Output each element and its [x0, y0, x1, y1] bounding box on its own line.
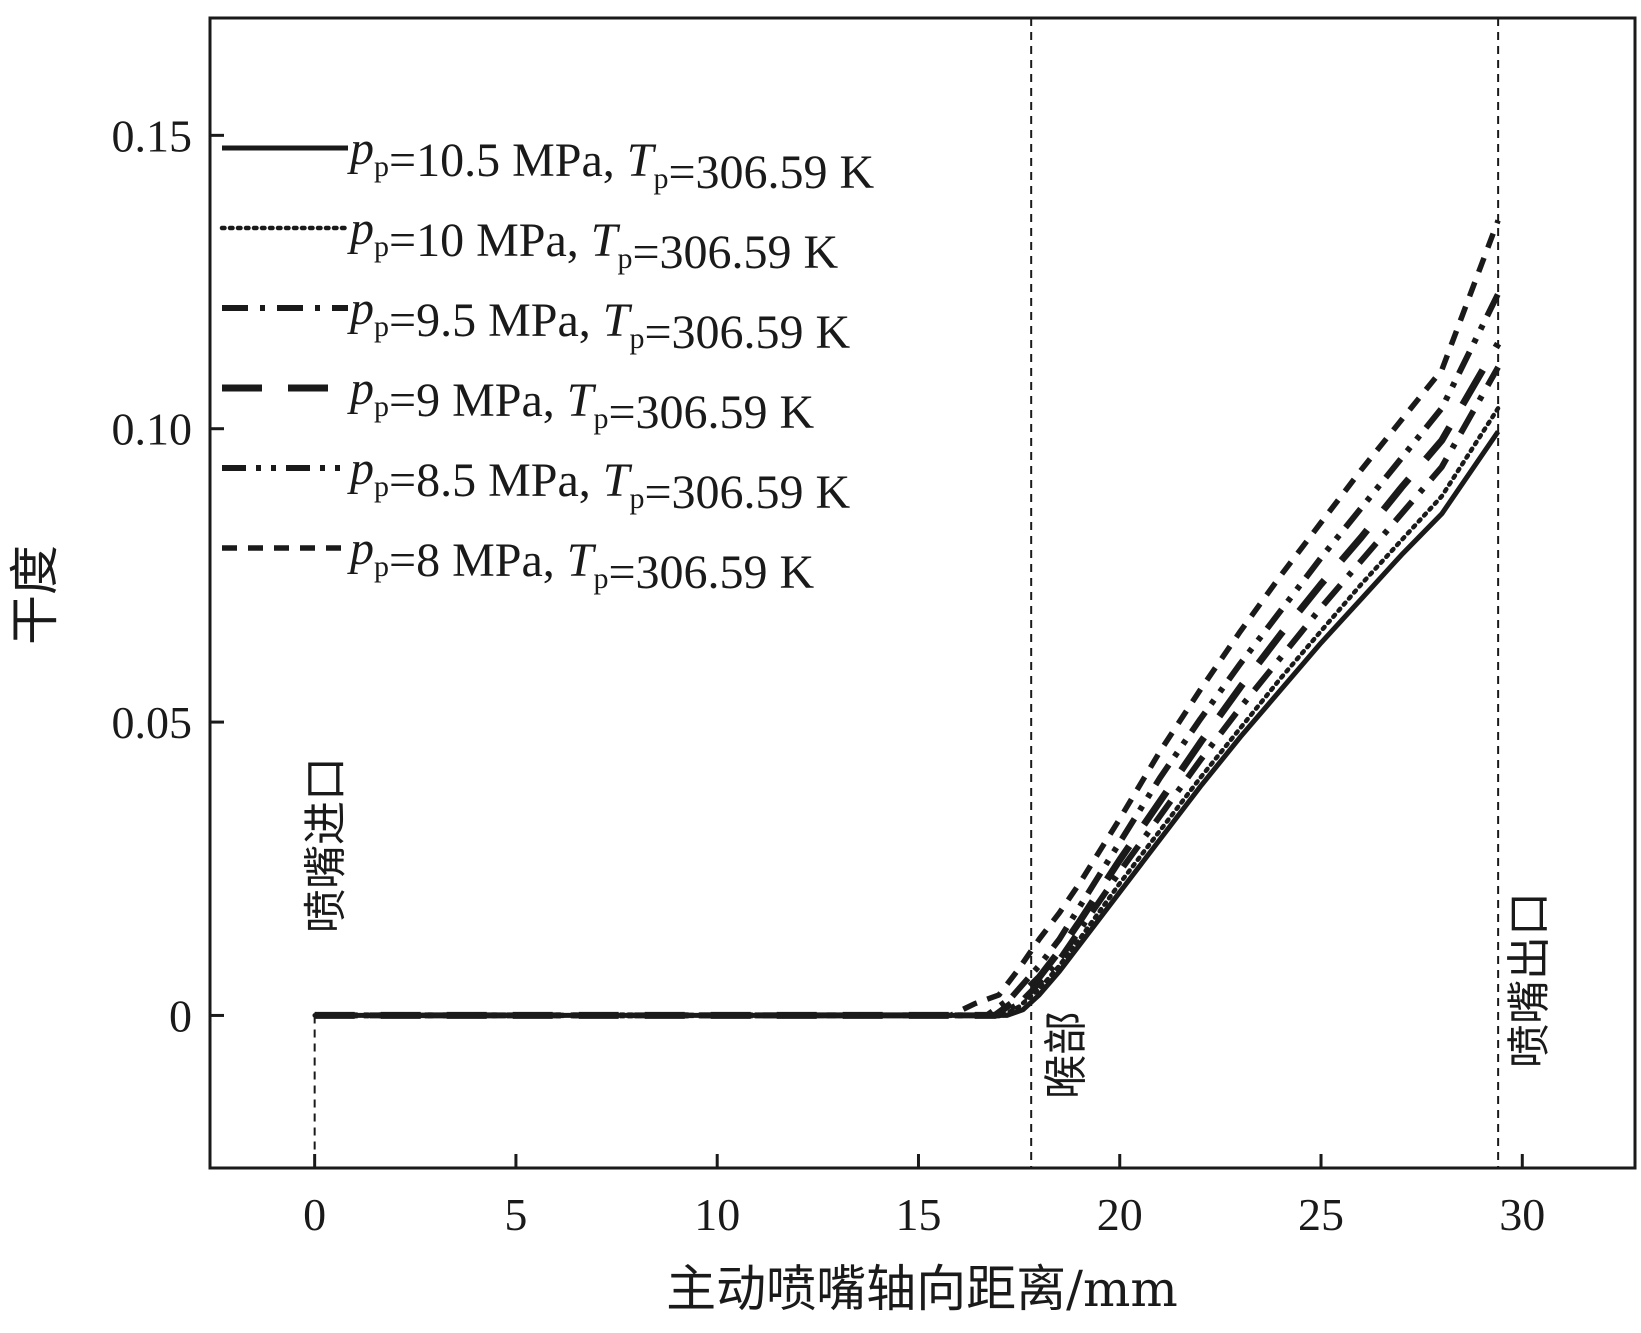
y-tick-label: 0.15	[112, 110, 193, 161]
x-tick-label: 10	[694, 1189, 740, 1240]
x-tick-label: 20	[1097, 1189, 1143, 1240]
series-line	[314, 219, 1501, 1019]
legend-entry-label: pp=10 MPa, Tp=306.59 K	[347, 202, 839, 279]
plot-frame	[208, 16, 1637, 1170]
y-tick-label: 0	[169, 990, 192, 1041]
y-tick-label: 0.10	[112, 404, 193, 455]
vertical-marker-label: 喉部	[1041, 1011, 1092, 1099]
series-layer	[312, 219, 1502, 1019]
x-tick-label: 30	[1499, 1189, 1545, 1240]
vertical-marker-label: 喷嘴出口	[1504, 892, 1555, 1068]
y-axis-ticks: 0 0.05 0.10 0.15	[112, 110, 224, 1041]
x-axis-title: 主动喷嘴轴向距离/mm	[666, 1260, 1178, 1318]
y-axis-title: 干度	[6, 545, 64, 645]
x-axis-ticks: 0 5 10 15 20 25 30	[303, 1154, 1545, 1240]
vertical-marker-label: 喷嘴进口	[301, 757, 352, 933]
x-tick-label: 15	[895, 1189, 941, 1240]
legend-entry-label: pp=8.5 MPa, Tp=306.59 K	[347, 442, 851, 519]
series-line	[314, 292, 1501, 1019]
series-line	[314, 430, 1501, 1018]
legend-entry-label: pp=8 MPa, Tp=306.59 K	[347, 522, 815, 599]
y-tick-label: 0.05	[112, 697, 193, 748]
legend-entry-label: pp=9.5 MPa, Tp=306.59 K	[347, 282, 851, 359]
legend: pp=10.5 MPa, Tp=306.59 Kpp=10 MPa, Tp=30…	[219, 122, 875, 599]
x-tick-label: 0	[303, 1189, 326, 1240]
x-tick-label: 5	[504, 1189, 527, 1240]
legend-entry-label: pp=10.5 MPa, Tp=306.59 K	[347, 122, 875, 199]
series-line	[314, 341, 1502, 1019]
legend-entry-label: pp=9 MPa, Tp=306.59 K	[347, 362, 815, 439]
x-tick-label: 25	[1298, 1189, 1344, 1240]
